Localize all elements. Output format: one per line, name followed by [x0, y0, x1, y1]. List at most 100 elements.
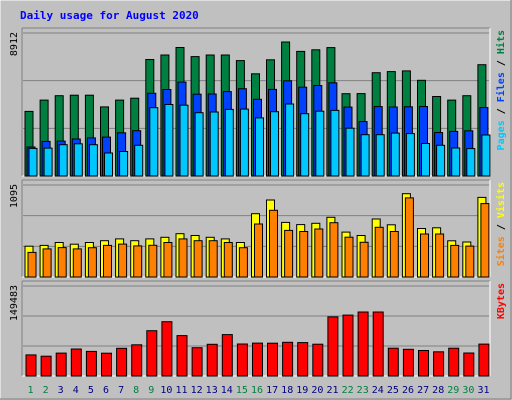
- bar-pages-day-13: [209, 111, 219, 177]
- bar-kbytes-day-16: [252, 342, 263, 377]
- bar-pages-day-29: [451, 147, 461, 177]
- day-label-17: 17: [266, 385, 278, 396]
- bar-kbytes-day-28: [433, 351, 445, 377]
- day-label-29: 29: [447, 385, 459, 396]
- bar-sites-day-20: [314, 228, 324, 278]
- bar-pages-day-20: [315, 110, 325, 177]
- bar-kbytes-day-5: [85, 350, 97, 377]
- bar-pages-day-18: [285, 103, 295, 177]
- bar-pages-day-23: [360, 134, 370, 177]
- bar-pages-day-10: [164, 104, 174, 177]
- day-label-5: 5: [88, 385, 94, 396]
- bar-pages-day-21: [330, 109, 340, 177]
- chart-panels: 8912 Pages / Files / Hits 1095 Sites / Visi…: [9, 27, 507, 377]
- day-label-13: 13: [206, 385, 218, 396]
- legend-files: Files: [495, 72, 507, 102]
- legend-pages: Pages: [496, 120, 507, 150]
- bar-sites-day-21: [329, 222, 339, 278]
- day-label-16: 16: [251, 385, 263, 396]
- day-label-23: 23: [357, 385, 369, 396]
- bar-kbytes-day-2: [40, 355, 52, 377]
- bar-pages-day-17: [270, 111, 279, 177]
- day-label-12: 12: [191, 385, 203, 396]
- bar-kbytes-day-20: [312, 343, 324, 377]
- day-label-6: 6: [103, 385, 109, 396]
- bar-sites-day-10: [163, 242, 173, 278]
- bar-pages-day-8: [134, 144, 144, 177]
- legend-separator: /: [496, 54, 507, 72]
- bar-pages-day-15: [239, 108, 249, 177]
- bar-pages-day-25: [390, 132, 400, 177]
- bar-sites-day-7: [118, 243, 128, 278]
- bar-pages-day-27: [421, 143, 430, 177]
- legend-kbytes: KBytes: [496, 283, 507, 319]
- bar-kbytes-day-13: [206, 343, 218, 377]
- legend-separator: /: [496, 102, 507, 120]
- bar-sites-day-11: [178, 238, 188, 278]
- panel-sites-visits: 1095 Sites / Visits: [9, 179, 507, 278]
- bar-kbytes-day-3: [55, 352, 67, 377]
- bar-kbytes-day-15: [236, 343, 248, 377]
- bar-pages-day-28: [436, 144, 446, 177]
- bar-pages-day-12: [194, 112, 204, 177]
- bar-sites-day-19: [299, 231, 309, 278]
- bar-kbytes-day-22: [342, 314, 354, 377]
- bar-sites-day-28: [435, 233, 445, 278]
- bar-sites-day-27: [420, 233, 429, 278]
- day-label-2: 2: [43, 385, 49, 396]
- bar-sites-day-13: [208, 240, 218, 278]
- bar-pages-day-7: [119, 151, 129, 177]
- bar-pages-day-19: [300, 113, 310, 177]
- bar-sites-day-17: [269, 209, 278, 278]
- day-label-19: 19: [296, 385, 308, 396]
- bar-sites-day-2: [42, 248, 52, 278]
- bar-pages-day-11: [179, 104, 189, 177]
- day-label-21: 21: [326, 385, 338, 396]
- bar-pages-day-9: [149, 107, 159, 177]
- bar-kbytes-day-27: [418, 350, 429, 377]
- bar-sites-day-22: [344, 236, 354, 278]
- bar-kbytes-day-29: [448, 347, 460, 377]
- bar-pages-day-16: [255, 117, 264, 177]
- day-label-8: 8: [133, 385, 139, 396]
- bar-sites-day-4: [72, 248, 82, 278]
- y-max-label: 149483: [9, 285, 20, 321]
- bar-pages-day-26: [405, 133, 415, 177]
- bar-kbytes-day-23: [357, 311, 369, 377]
- bar-pages-day-30: [466, 148, 476, 177]
- day-label-10: 10: [160, 385, 172, 396]
- bar-sites-day-31: [480, 203, 490, 278]
- bar-sites-day-6: [103, 244, 112, 278]
- y-max-label: 1095: [9, 184, 20, 208]
- legend-pages-files-hits: Pages / Files / Hits: [495, 30, 507, 150]
- day-labels: 1 2 3 4 5 6 7 8 9 10 11 12 13 14 15 16 17 18 19 20 21 22 23 24 2…: [27, 385, 489, 396]
- bar-sites-day-29: [450, 244, 460, 278]
- day-label-7: 7: [118, 385, 124, 396]
- day-label-30: 30: [462, 385, 474, 396]
- legend-separator: /: [496, 218, 507, 236]
- bar-kbytes-day-9: [146, 330, 158, 377]
- bar-sites-day-30: [465, 245, 475, 278]
- bar-sites-day-1: [27, 251, 37, 278]
- day-label-1: 1: [27, 385, 33, 396]
- bar-sites-day-8: [133, 245, 143, 278]
- bar-kbytes-day-26: [402, 348, 414, 377]
- bar-sites-day-15: [238, 247, 248, 278]
- day-label-20: 20: [311, 385, 323, 396]
- day-label-4: 4: [73, 385, 79, 396]
- bar-pages-day-2: [43, 147, 53, 177]
- day-label-22: 22: [342, 385, 354, 396]
- bar-kbytes-day-14: [221, 334, 233, 377]
- day-label-11: 11: [175, 385, 187, 396]
- bar-kbytes-day-31: [478, 343, 490, 377]
- bar-kbytes-day-19: [297, 342, 309, 377]
- legend-visits: Visits: [495, 182, 507, 218]
- bar-pages-day-1: [28, 147, 38, 177]
- day-label-15: 15: [236, 385, 248, 396]
- bar-sites-day-5: [87, 247, 97, 278]
- bar-kbytes-day-17: [267, 342, 278, 377]
- bar-sites-day-12: [193, 240, 203, 278]
- bar-sites-day-23: [359, 241, 369, 278]
- day-label-27: 27: [417, 385, 429, 396]
